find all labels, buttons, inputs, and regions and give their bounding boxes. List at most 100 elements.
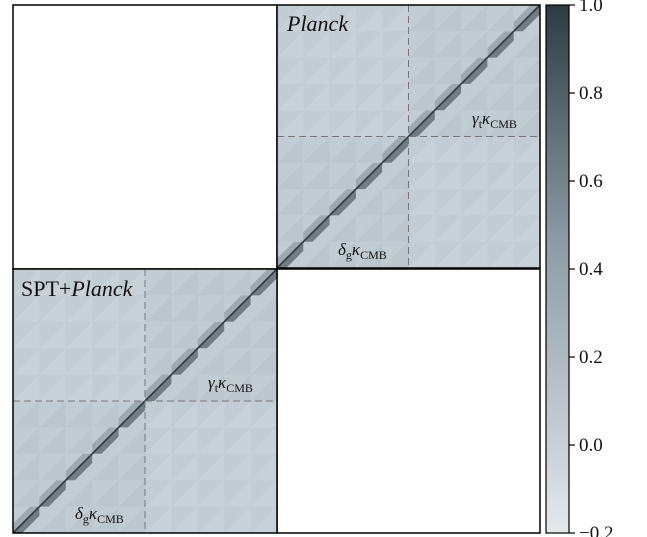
heatmap-cell-triangle (277, 215, 304, 242)
heatmap-cell-triangle (197, 427, 225, 454)
heatmap-cell-triangle (277, 5, 304, 32)
heatmap-cell-triangle (171, 506, 198, 533)
heatmap-cell-triangle (145, 348, 172, 375)
heatmap-cell-triangle (250, 506, 277, 533)
heatmap-cell-triangle (329, 31, 356, 58)
heatmap-cell-triangle (197, 374, 225, 401)
planck-gamma-kappa-label: γtκCMB (472, 109, 517, 131)
spt-delta-kappa-label: δgκCMB (75, 504, 124, 526)
heatmap-cell-triangle (145, 321, 172, 349)
heatmap-cell-triangle (277, 57, 304, 84)
heatmap-frame (12, 268, 278, 534)
heatmap-cell-triangle (224, 321, 251, 349)
heatmap-cell-triangle (277, 110, 304, 137)
heatmap-cell-triangle (145, 427, 172, 454)
heatmap-cell-triangle (13, 453, 40, 481)
heatmap-cell-triangle (65, 295, 93, 322)
heatmap-cell-triangle (382, 110, 409, 137)
heatmap-cell-triangle (303, 31, 330, 58)
heatmap-cell-triangle (92, 401, 119, 428)
empty-panel-top-left (12, 4, 278, 270)
heatmap-cell-triangle (39, 269, 66, 296)
heatmap-cell-triangle (39, 374, 66, 401)
heatmap-cell-triangle (408, 136, 435, 163)
heatmap-cell-triangle (513, 57, 540, 84)
heatmap-cell-triangle (355, 215, 383, 242)
heatmap-cell-triangle (513, 83, 540, 111)
heatmap-cell-triangle (513, 110, 540, 137)
heatmap-cell-triangle (39, 506, 66, 533)
heatmap-cell-triangle (145, 506, 172, 533)
heatmap-cell-triangle (92, 295, 119, 322)
heatmap-cell-triangle (92, 506, 119, 533)
heatmap-cell-triangle (329, 57, 356, 84)
colorbar-tick-label: 1.0 (579, 0, 603, 16)
heatmap-cell-triangle (118, 506, 145, 533)
heatmap-cell-triangle (461, 110, 488, 137)
heatmap-cell-triangle (250, 321, 277, 349)
heatmap-cell-triangle (382, 5, 409, 32)
heatmap-cell-triangle (145, 480, 172, 507)
heatmap-cell-triangle (408, 31, 435, 58)
heatmap-cell-triangle (382, 215, 409, 242)
heatmap-cell-triangle (355, 57, 383, 84)
heatmap-cell-triangle (250, 427, 277, 454)
heatmap-cell-triangle (65, 427, 93, 454)
heatmap-cell-triangle (65, 506, 93, 533)
heatmap-cell-triangle (355, 241, 383, 268)
heatmap-cell-triangle (197, 401, 225, 428)
heatmap-cell-triangle (487, 136, 514, 163)
heatmap-cell-triangle (250, 374, 277, 401)
heatmap-cell-triangle (487, 5, 514, 32)
heatmap-cell-triangle (197, 480, 225, 507)
heatmap-cell-triangle (487, 241, 514, 268)
heatmap-cell-triangle (382, 189, 409, 216)
heatmap-cell-triangle (171, 453, 198, 481)
heatmap-cell-triangle (171, 269, 198, 296)
heatmap-cell-triangle (408, 189, 435, 216)
heatmap-cell-triangle (277, 31, 304, 58)
heatmap-cell-triangle (303, 136, 330, 163)
heatmap-cell-triangle (65, 321, 93, 349)
heatmap-cell-triangle (277, 83, 304, 111)
heatmap-cell-triangle (329, 136, 356, 163)
heatmap-cell-triangle (118, 374, 145, 401)
heatmap-cell-triangle (250, 348, 277, 375)
heatmap-cell-triangle (513, 162, 540, 190)
heatmap-cell-triangle (461, 136, 488, 163)
heatmap-cell-triangle (39, 348, 66, 375)
heatmap-cell-triangle (382, 57, 409, 84)
heatmap-cell-triangle (13, 374, 40, 401)
heatmap-cell-triangle (461, 189, 488, 216)
heatmap-cell-triangle (355, 5, 383, 32)
heatmap-cell-triangle (197, 269, 225, 296)
heatmap-cell-triangle (355, 31, 383, 58)
heatmap-cell-triangle (355, 136, 383, 163)
spt-planck-panel-title: SPT+Planck (21, 276, 134, 301)
heatmap-cell-triangle (303, 110, 330, 137)
planck-delta-kappa-label: δgκCMB (338, 240, 387, 262)
heatmap-cell-triangle (250, 480, 277, 507)
heatmap-cell-triangle (329, 241, 356, 268)
heatmap-cell-triangle (329, 83, 356, 111)
heatmap-cell-triangle (224, 401, 251, 428)
heatmap-cell-triangle (224, 453, 251, 481)
heatmap-cell-triangle (408, 5, 435, 32)
heatmap-cell-triangle (329, 110, 356, 137)
heatmap-cell-triangle (303, 5, 330, 32)
heatmap-cell-triangle (13, 321, 40, 349)
heatmap-cell-triangle (171, 427, 198, 454)
heatmap-cell-triangle (65, 480, 93, 507)
colorbar-tick-label: 0.6 (579, 171, 603, 192)
heatmap-cell-triangle (329, 215, 356, 242)
heatmap-cell-triangle (118, 321, 145, 349)
heatmap-cell-triangle (13, 427, 40, 454)
heatmap-cell-triangle (513, 241, 540, 268)
heatmap-cell-triangle (487, 57, 514, 84)
heatmap-cell-triangle (118, 453, 145, 481)
heatmap-cell-triangle (13, 480, 40, 507)
heatmap-cell-triangle (250, 401, 277, 428)
heatmap-diagonal-line (276, 4, 541, 269)
heatmap-cell-triangle (197, 295, 225, 322)
heatmap-cell-triangle (224, 480, 251, 507)
